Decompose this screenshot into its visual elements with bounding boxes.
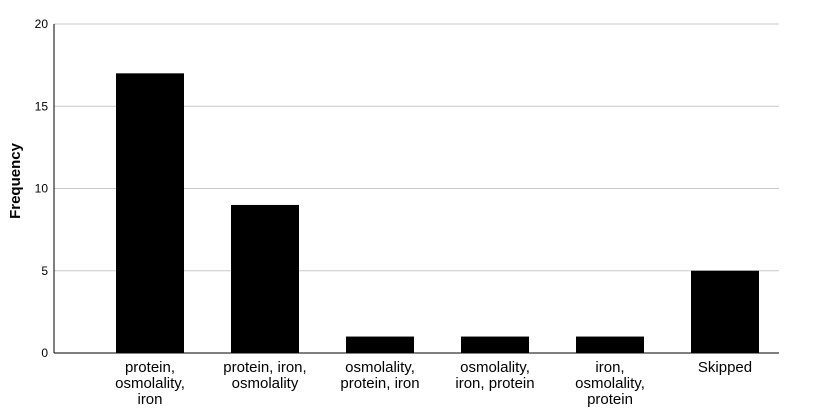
x-category-label-line: osmolality, (460, 359, 530, 376)
x-category-label-line: osmolality, (575, 375, 645, 392)
x-category-label: protein, iron, osmolality (223, 359, 306, 392)
y-tick-label: 0 (41, 346, 48, 360)
bar (231, 204, 299, 353)
x-category-label-line: osmolality (232, 375, 299, 392)
y-tick-label: 15 (35, 99, 49, 113)
x-category-label: protein, osmolality, iron (115, 359, 185, 408)
x-category-label-line: protein, iron, (223, 359, 306, 376)
x-category-label: iron, osmolality, protein (575, 359, 645, 408)
y-axis-title: Frequency (7, 142, 24, 219)
x-category-label-line: protein, (125, 359, 175, 376)
x-category-label-line: Skipped (698, 359, 752, 376)
x-category-label-line: protein, iron (340, 375, 419, 392)
bar (346, 336, 414, 353)
x-category-label-line: iron, (595, 359, 624, 376)
x-category-label-line: iron (137, 391, 162, 408)
y-tick-labels: 0 5 10 15 20 (35, 17, 49, 360)
bars (116, 73, 759, 353)
y-tick-label: 20 (35, 17, 49, 31)
y-tick-label: 10 (35, 182, 49, 196)
y-tick-label: 5 (41, 264, 48, 278)
x-category-label-line: iron, protein (455, 375, 534, 392)
bar (691, 270, 759, 353)
bar (116, 73, 184, 353)
x-category-label: Skipped (698, 359, 752, 376)
x-category-label-line: osmolality, (115, 375, 185, 392)
x-category-label: osmolality, iron, protein (455, 359, 534, 392)
bar (576, 336, 644, 353)
axes (53, 24, 779, 354)
bar (461, 336, 529, 353)
x-category-label-line: protein (587, 391, 633, 408)
x-category-label-line: osmolality, (345, 359, 415, 376)
x-category-label: osmolality, protein, iron (340, 359, 419, 392)
